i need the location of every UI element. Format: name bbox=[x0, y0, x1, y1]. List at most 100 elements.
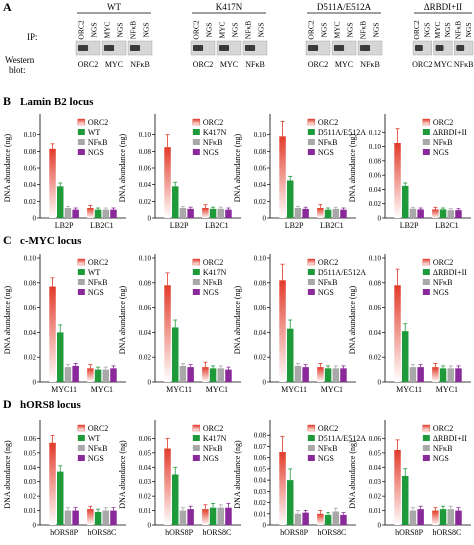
chart-d-2: 0 0.01 0.02 0.03 0.04 0.05 0.06 DNA abundance (… bbox=[118, 420, 241, 537]
legend-swatch bbox=[192, 289, 200, 295]
legend-label: NGS bbox=[203, 288, 219, 297]
category-label: MYC11 bbox=[396, 385, 422, 394]
y-axis-label: DNA abundance (ng) bbox=[233, 440, 242, 509]
y-tick-label: 0 bbox=[148, 215, 152, 223]
legend-label: K417N bbox=[203, 128, 227, 137]
y-tick-label: 0.04 bbox=[139, 329, 152, 337]
y-tick-label: 0.06 bbox=[369, 304, 382, 312]
y-tick-label: 0.02 bbox=[369, 200, 382, 208]
western-lane-label: MYC bbox=[434, 60, 452, 69]
bar bbox=[94, 369, 102, 382]
bar bbox=[417, 509, 424, 525]
legend-swatch bbox=[77, 435, 85, 441]
legend-label: ORC2 bbox=[318, 424, 338, 433]
bar bbox=[72, 209, 79, 218]
bar bbox=[286, 180, 294, 218]
bar bbox=[72, 510, 79, 525]
legend-swatch bbox=[307, 269, 315, 275]
legend-swatch bbox=[192, 118, 201, 126]
y-tick-label: 0.06 bbox=[24, 304, 37, 312]
bar bbox=[56, 186, 64, 218]
y-tick-label: 0.07 bbox=[254, 443, 267, 451]
legend-label: D511A/E512A bbox=[318, 268, 366, 277]
chart-c-1: 0 0.02 0.04 0.06 0.08 0.10 DNA abundance (ng) M… bbox=[3, 254, 126, 394]
bar bbox=[94, 209, 102, 218]
y-tick-label: 0 bbox=[148, 379, 152, 387]
ip-lane-label: NGS bbox=[443, 22, 452, 37]
panel-letter-c: C bbox=[3, 233, 12, 247]
y-tick-label: 0.08 bbox=[254, 279, 267, 287]
y-tick-label: 0.02 bbox=[369, 354, 382, 362]
blot-group-k417n: K417N ORC2 NGS MYC NGS NFκB NGS ORC2 MYC NFκB bbox=[190, 2, 268, 69]
y-tick-label: 0.10 bbox=[369, 143, 382, 151]
legend-swatch bbox=[307, 129, 315, 135]
bar bbox=[340, 209, 347, 218]
legend-swatch bbox=[77, 269, 85, 275]
condition-label-wt: WT bbox=[107, 2, 121, 12]
bar bbox=[455, 510, 462, 525]
y-tick-label: 0.08 bbox=[24, 148, 37, 156]
ip-lane-label: ORC2 bbox=[412, 20, 421, 39]
condition-label-d511a: D511A/E512A bbox=[317, 2, 372, 12]
bar bbox=[49, 442, 56, 525]
y-tick-label: 0.12 bbox=[369, 129, 382, 137]
legend-swatch bbox=[307, 435, 315, 441]
condition-label-k417n: K417N bbox=[216, 2, 243, 12]
y-tick-label: 0.06 bbox=[254, 454, 267, 462]
bar bbox=[294, 513, 302, 525]
ip-lane-label: NGS bbox=[346, 22, 355, 37]
category-label: hORS8C bbox=[317, 528, 346, 537]
ip-lane-label: NGS bbox=[372, 22, 381, 37]
y-tick-label: 0.06 bbox=[369, 172, 382, 180]
bar bbox=[110, 510, 117, 525]
category-label: hORS8P bbox=[165, 528, 194, 537]
y-tick-label: 0.08 bbox=[254, 432, 267, 440]
legend-swatch bbox=[422, 435, 430, 441]
category-label: LB2P bbox=[400, 221, 419, 230]
legend-label: ORC2 bbox=[203, 258, 223, 267]
chart-b-1: 0 0.02 0.04 0.06 0.08 0.10 DNA abundance (ng) L… bbox=[3, 114, 126, 230]
bar bbox=[439, 368, 447, 382]
y-tick-label: 0.02 bbox=[254, 354, 267, 362]
bar bbox=[317, 367, 324, 382]
bar bbox=[279, 452, 286, 525]
legend-label: K417N bbox=[203, 268, 227, 277]
bar bbox=[102, 209, 110, 218]
bar bbox=[455, 368, 462, 382]
y-axis-label: DNA abundance (ng) bbox=[3, 285, 12, 354]
y-tick-label: 0.04 bbox=[254, 329, 267, 337]
section-title-b: Lamin B2 locus bbox=[20, 96, 94, 108]
bar bbox=[187, 367, 194, 382]
y-tick-label: 0.06 bbox=[24, 435, 37, 443]
y-tick-label: 0 bbox=[33, 215, 37, 223]
y-tick-label: 0.01 bbox=[369, 507, 382, 515]
bar bbox=[217, 507, 225, 525]
legend-swatch bbox=[422, 455, 430, 461]
legend-swatch bbox=[422, 289, 430, 295]
western-lane-label: MYC bbox=[105, 60, 123, 69]
bar bbox=[409, 367, 417, 382]
y-tick-label: 0 bbox=[263, 379, 267, 387]
y-tick-label: 0.03 bbox=[254, 488, 267, 496]
legend-label: WT bbox=[88, 434, 101, 443]
legend-label: ΔRBDI+II bbox=[433, 268, 467, 277]
y-tick-label: 0.02 bbox=[254, 499, 267, 507]
legend-swatch bbox=[192, 279, 200, 285]
chart-c-4: 0 0.02 0.04 0.06 0.08 0.10 DNA abundance (ng) M… bbox=[348, 254, 471, 394]
y-tick-label: 0.04 bbox=[24, 464, 37, 472]
bar-charts: 0 0.02 0.04 0.06 0.08 0.10 DNA abundance (ng) L… bbox=[3, 114, 471, 537]
legend-label: NGS bbox=[88, 454, 104, 463]
legend-swatch bbox=[77, 139, 85, 145]
chart-b-4: 0 0.02 0.04 0.06 0.08 0.10 0.12 DNA abundance (… bbox=[348, 114, 471, 230]
legend-label: NFκB bbox=[88, 444, 108, 453]
bar bbox=[432, 510, 439, 525]
bar bbox=[179, 208, 187, 218]
y-tick-label: 0.02 bbox=[139, 493, 152, 501]
legend-swatch bbox=[422, 149, 430, 155]
blot-band bbox=[193, 45, 204, 51]
legend-label: K417N bbox=[203, 434, 227, 443]
legend-label: NFκB bbox=[433, 444, 453, 453]
blot-band bbox=[456, 45, 465, 51]
chart-c-3: 0 0.02 0.04 0.06 0.08 0.10 DNA abundance (ng) M… bbox=[233, 254, 366, 394]
